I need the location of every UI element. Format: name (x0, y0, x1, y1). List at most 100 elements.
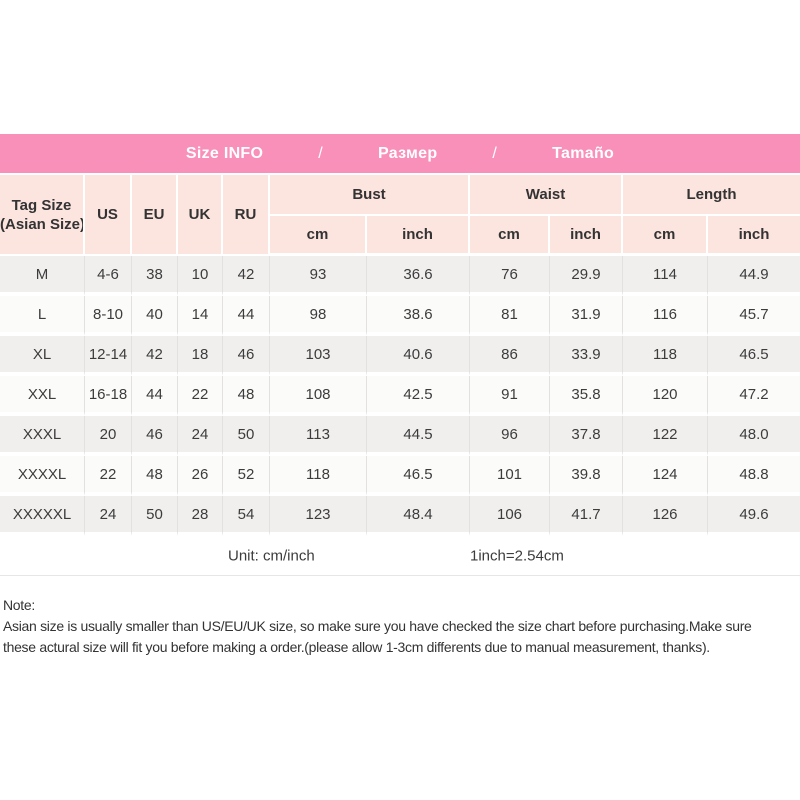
size-table: Tag Size (Asian Size) US EU UK RU Bust W… (0, 175, 800, 536)
tag-size-header: Tag Size (Asian Size) (0, 175, 85, 256)
bust_inch-cell: 40.6 (367, 336, 470, 376)
table-row: XXL 16-18 44 22 48 108 42.5 91 35.8 120 47.2 (0, 376, 800, 416)
uk-cell: 18 (178, 336, 223, 376)
length_inch-cell: 47.2 (708, 376, 800, 416)
length_cm-cell: 124 (623, 456, 709, 496)
bust-inch-header: inch (367, 216, 470, 256)
ru-size-header: RU (223, 175, 270, 256)
tag-size-header-line1: Tag Size (11, 196, 72, 214)
ru-cell: 50 (223, 416, 270, 456)
banner-title-ru: Размер (378, 144, 438, 162)
note-line1: Asian size is usually smaller than US/EU… (3, 618, 752, 634)
length_inch-cell: 49.6 (708, 496, 800, 536)
bust_inch-cell: 36.6 (367, 256, 470, 296)
bust-header: Bust (270, 175, 470, 216)
eu-cell: 42 (132, 336, 178, 376)
waist_cm-cell: 81 (470, 296, 550, 336)
waist_inch-cell: 41.7 (550, 496, 624, 536)
uk-cell: 24 (178, 416, 223, 456)
table-header-row: Tag Size (Asian Size) US EU UK RU Bust W… (0, 175, 800, 256)
banner-title-es: Tamaño (552, 144, 615, 162)
note-title: Note: (3, 597, 35, 613)
bust_inch-cell: 42.5 (367, 376, 470, 416)
bust_cm-cell: 93 (270, 256, 367, 296)
waist_cm-cell: 106 (470, 496, 550, 536)
uk-cell: 26 (178, 456, 223, 496)
length_cm-cell: 114 (623, 256, 709, 296)
waist-cm-header: cm (470, 216, 550, 256)
waist_inch-cell: 35.8 (550, 376, 624, 416)
waist_cm-cell: 86 (470, 336, 550, 376)
length_cm-cell: 126 (623, 496, 709, 536)
size-tag-cell: XXXXL (0, 456, 85, 496)
tag-size-header-line2: (Asian Size) (0, 215, 85, 233)
us-cell: 24 (85, 496, 132, 536)
waist_cm-cell: 76 (470, 256, 550, 296)
bust_cm-cell: 98 (270, 296, 367, 336)
length_inch-cell: 45.7 (708, 296, 800, 336)
length-header: Length (623, 175, 800, 216)
ru-cell: 48 (223, 376, 270, 416)
eu-cell: 44 (132, 376, 178, 416)
eu-cell: 46 (132, 416, 178, 456)
us-size-header: US (85, 175, 132, 256)
uk-cell: 14 (178, 296, 223, 336)
table-row: XXXL 20 46 24 50 113 44.5 96 37.8 122 48.0 (0, 416, 800, 456)
bust_inch-cell: 38.6 (367, 296, 470, 336)
bust_cm-cell: 103 (270, 336, 367, 376)
table-row: M 4-6 38 10 42 93 36.6 76 29.9 114 44.9 (0, 256, 800, 296)
bust_cm-cell: 108 (270, 376, 367, 416)
ru-cell: 46 (223, 336, 270, 376)
size-info-banner: Size INFO / Размер / Tamaño (0, 134, 800, 173)
table-subheader-row: cm inch cm inch cm inch (0, 216, 800, 256)
waist_inch-cell: 29.9 (550, 256, 624, 296)
eu-size-header: EU (132, 175, 178, 256)
ru-cell: 54 (223, 496, 270, 536)
length-cm-header: cm (623, 216, 709, 256)
waist-header: Waist (470, 175, 624, 216)
waist_cm-cell: 101 (470, 456, 550, 496)
unit-row: Unit: cm/inch 1inch=2.54cm (0, 536, 800, 576)
size-tag-cell: L (0, 296, 85, 336)
bust_cm-cell: 123 (270, 496, 367, 536)
size-tag-cell: M (0, 256, 85, 296)
bust_cm-cell: 113 (270, 416, 367, 456)
us-cell: 12-14 (85, 336, 132, 376)
bust_inch-cell: 46.5 (367, 456, 470, 496)
inch-conversion-label: 1inch=2.54cm (470, 547, 564, 564)
ru-cell: 44 (223, 296, 270, 336)
waist-inch-header: inch (550, 216, 624, 256)
table-row: XXXXXL 24 50 28 54 123 48.4 106 41.7 126 49.6 (0, 496, 800, 536)
uk-cell: 22 (178, 376, 223, 416)
table-row: XL 12-14 42 18 46 103 40.6 86 33.9 118 46.5 (0, 336, 800, 376)
length_inch-cell: 46.5 (708, 336, 800, 376)
unit-label: Unit: cm/inch (228, 547, 315, 564)
table-row: XXXXL 22 48 26 52 118 46.5 101 39.8 124 48.8 (0, 456, 800, 496)
bust_cm-cell: 118 (270, 456, 367, 496)
waist_cm-cell: 96 (470, 416, 550, 456)
length_inch-cell: 44.9 (708, 256, 800, 296)
uk-cell: 28 (178, 496, 223, 536)
ru-cell: 42 (223, 256, 270, 296)
banner-divider-slash: / (318, 144, 323, 162)
bust_inch-cell: 44.5 (367, 416, 470, 456)
eu-cell: 40 (132, 296, 178, 336)
bust-cm-header: cm (270, 216, 367, 256)
size-tag-cell: XXXL (0, 416, 85, 456)
ru-cell: 52 (223, 456, 270, 496)
us-cell: 4-6 (85, 256, 132, 296)
note-line2: these actural size will fit you before m… (3, 639, 710, 655)
us-cell: 8-10 (85, 296, 132, 336)
note-section: Note: Asian size is usually smaller than… (0, 595, 800, 658)
length-inch-header: inch (708, 216, 800, 256)
length_cm-cell: 116 (623, 296, 709, 336)
banner-title-en: Size INFO (185, 144, 264, 162)
waist_cm-cell: 91 (470, 376, 550, 416)
waist_inch-cell: 31.9 (550, 296, 624, 336)
uk-cell: 10 (178, 256, 223, 296)
size-tag-cell: XL (0, 336, 85, 376)
length_inch-cell: 48.8 (708, 456, 800, 496)
eu-cell: 38 (132, 256, 178, 296)
size-tag-cell: XXXXXL (0, 496, 85, 536)
